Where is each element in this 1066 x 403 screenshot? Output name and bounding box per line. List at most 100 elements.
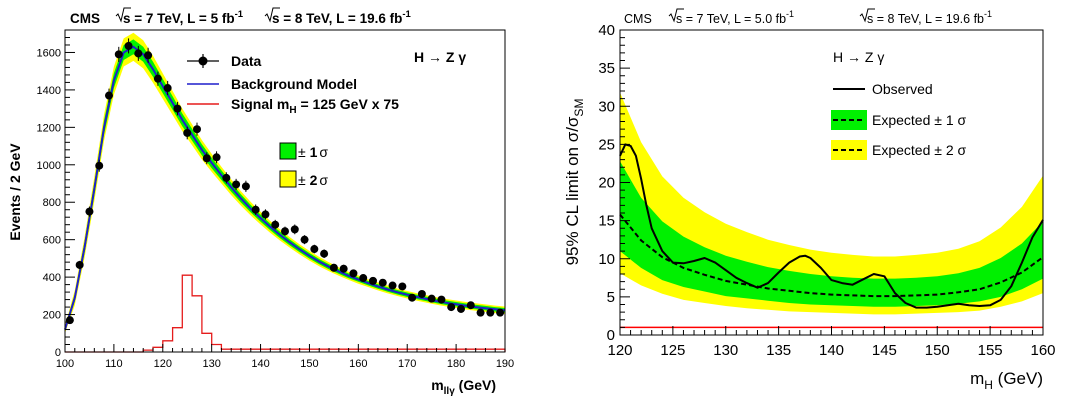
left-data-points xyxy=(65,38,505,325)
legend-background-entry: Background Model xyxy=(187,76,357,92)
data-point-marker xyxy=(105,91,113,100)
data-point-marker xyxy=(466,301,475,310)
data-point xyxy=(222,172,231,184)
data-point-marker xyxy=(310,245,319,254)
data-point xyxy=(310,244,319,254)
data-point xyxy=(457,304,465,313)
right-x-axis-title: mH (GeV) xyxy=(970,369,1043,392)
left-y-tick-label: 1600 xyxy=(37,47,61,59)
data-point xyxy=(163,80,172,96)
right-y-tick-label: 40 xyxy=(598,22,615,39)
data-point-marker xyxy=(75,260,84,269)
left-chart: 100 110 120 130 140 150 160 170 180 190 0 200 400 600… xyxy=(7,7,514,397)
left-x-tick-label: 180 xyxy=(447,358,465,370)
legend-expected1-label: Expected ± 1 σ xyxy=(872,112,967,128)
left-axis-ticks: 100 110 120 130 140 150 160 170 180 190 0 200 400 600… xyxy=(37,36,514,370)
data-point-marker xyxy=(65,316,74,325)
data-point-marker xyxy=(163,84,172,93)
data-point-marker xyxy=(339,264,348,273)
left-channel-label: H → Z γ xyxy=(414,49,466,65)
legend-band1-swatch xyxy=(279,142,297,160)
legend-signal-label: Signal mH = 125 GeV x 75 xyxy=(231,96,399,116)
data-point-marker xyxy=(153,74,162,83)
data-point xyxy=(173,101,182,116)
data-point-marker xyxy=(320,249,329,258)
data-point xyxy=(75,260,84,270)
data-point xyxy=(153,71,162,86)
expected-median-line xyxy=(619,213,1044,298)
data-point xyxy=(290,224,299,235)
right-y-axis-title: 95% CL limit on σ/σSM xyxy=(563,99,586,266)
legend-band2-swatch xyxy=(279,170,297,188)
left-x-tick-label: 100 xyxy=(56,358,74,370)
data-point-marker xyxy=(95,161,104,170)
right-x-tick-label: 155 xyxy=(978,342,1003,359)
legend-data-marker xyxy=(198,56,208,66)
data-point-marker xyxy=(398,282,407,291)
left-header-experiment: CMS xyxy=(70,11,100,26)
left-sqrt-symbol-1 xyxy=(115,7,131,23)
left-band-1sigma xyxy=(65,39,505,332)
right-legend: Observed Expected ± 1 σ Expected ± 2 σ xyxy=(831,81,967,160)
data-point-marker xyxy=(222,173,231,182)
data-point xyxy=(496,308,505,317)
data-point xyxy=(369,276,377,285)
data-point xyxy=(124,38,133,54)
data-point-marker xyxy=(349,269,358,278)
data-point xyxy=(202,152,211,165)
data-point-marker xyxy=(359,274,368,283)
data-point-marker xyxy=(329,263,338,272)
right-sqrt-symbol-2 xyxy=(859,8,875,23)
left-run1-sqrts: s xyxy=(123,11,131,26)
data-point-marker xyxy=(447,303,456,312)
legend-background-label: Background Model xyxy=(231,76,357,92)
right-header-run2: s = 8 TeV, L = 19.6 fb-1 xyxy=(859,8,992,26)
right-y-tick-label: 0 xyxy=(607,327,615,344)
data-point-marker xyxy=(290,225,299,234)
data-point-marker xyxy=(408,293,417,302)
data-point xyxy=(144,47,153,63)
left-run1-energy: = 7 TeV, L = 5 fb xyxy=(131,11,235,26)
left-header-run2: s = 8 TeV, L = 19.6 fb-1 xyxy=(264,7,412,26)
data-point-marker xyxy=(427,294,436,303)
data-point xyxy=(417,289,426,298)
data-point xyxy=(95,159,104,172)
right-y-tick-label: 10 xyxy=(598,251,615,268)
data-point xyxy=(193,122,201,136)
left-x-tick-label: 150 xyxy=(300,358,318,370)
data-point xyxy=(212,151,221,164)
data-point-marker xyxy=(300,235,309,244)
data-point xyxy=(339,264,348,273)
left-y-tick-label: 1200 xyxy=(37,122,61,134)
svg-text:s = 7 TeV, L = 5.0 fb-1: s = 7 TeV, L = 5.0 fb-1 xyxy=(676,9,794,26)
data-point xyxy=(398,282,407,291)
left-y-axis-title: Events / 2 GeV xyxy=(7,143,23,241)
observed-limit-line xyxy=(619,143,1044,309)
left-y-tick-label: 800 xyxy=(43,197,61,209)
data-point xyxy=(388,281,397,290)
data-point xyxy=(114,46,123,62)
data-point xyxy=(378,278,387,287)
left-legend: Data Background Model Signal mH = 125 Ge… xyxy=(187,53,399,188)
data-point xyxy=(300,235,309,245)
data-point xyxy=(427,294,436,303)
data-point xyxy=(65,316,74,325)
left-x-tick-label: 120 xyxy=(154,358,172,370)
right-x-tick-label: 160 xyxy=(1030,342,1055,359)
data-point-marker xyxy=(378,278,387,287)
data-point xyxy=(476,308,485,317)
legend-observed-label: Observed xyxy=(872,81,933,97)
left-run2-exp: -1 xyxy=(402,9,411,20)
right-x-tick-label: 120 xyxy=(607,342,632,359)
data-point-marker xyxy=(281,227,289,236)
data-point xyxy=(241,180,250,192)
right-y-tick-label: 20 xyxy=(598,175,615,192)
svg-text:s = 8 TeV, L = 19.6 fb-1: s = 8 TeV, L = 19.6 fb-1 xyxy=(867,9,992,26)
data-point-marker xyxy=(251,205,260,214)
